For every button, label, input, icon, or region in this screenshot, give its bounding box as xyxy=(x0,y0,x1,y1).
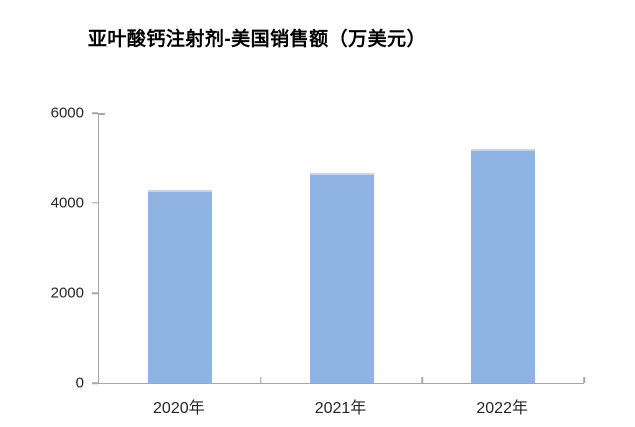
x-tick-mark xyxy=(421,377,424,383)
x-tick-label-2020: 2020年 xyxy=(153,400,205,417)
y-tick-label-6000: 6000 xyxy=(50,104,84,122)
bar-slot-2021 xyxy=(261,113,423,383)
x-tick-label-2021: 2021年 xyxy=(314,400,367,417)
bar-2022 xyxy=(471,149,536,383)
x-axis-end-cap-tick xyxy=(583,377,585,383)
bar-2020 xyxy=(147,189,212,383)
y-tick-label-4000: 4000 xyxy=(50,194,84,212)
y-tick-label-0: 0 xyxy=(75,374,84,392)
y-tick-mark xyxy=(92,382,98,384)
bar-slot-2020 xyxy=(99,113,261,383)
bar-slot-2022 xyxy=(422,113,584,383)
bars-row xyxy=(99,113,584,383)
chart-title: 亚叶酸钙注射剂-美国销售额（万美元） xyxy=(87,29,427,50)
y-tick-mark xyxy=(92,112,98,114)
y-tick-mark xyxy=(92,202,98,204)
bar-2021 xyxy=(309,172,374,383)
x-tick-label-2022: 2022年 xyxy=(476,400,528,417)
y-tick-mark xyxy=(92,292,98,294)
y-axis-end-cap-tick xyxy=(99,113,105,115)
x-tick-mark xyxy=(259,377,262,383)
x-axis-labels: 2020年 2021年 2022年 xyxy=(98,394,583,418)
plot-area xyxy=(92,112,585,384)
y-axis-labels: 6000 4000 2000 0 xyxy=(0,105,84,392)
y-tick-label-2000: 2000 xyxy=(50,284,84,302)
